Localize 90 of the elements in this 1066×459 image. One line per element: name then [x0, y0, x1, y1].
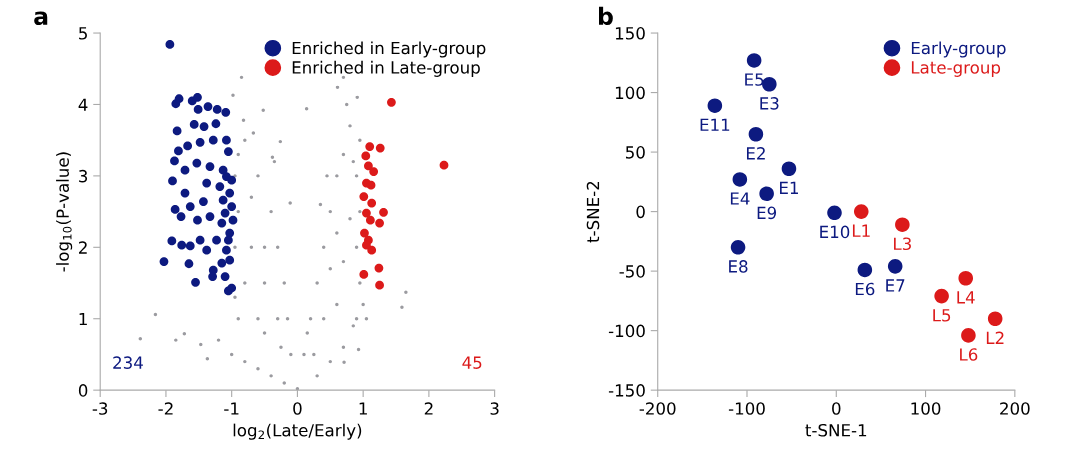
- y-tick-label: 4: [78, 98, 88, 111]
- x-tick-label: 0: [293, 402, 302, 415]
- data-label: E6: [855, 282, 875, 296]
- y-tick-label: -150: [608, 384, 645, 397]
- point: [961, 328, 976, 343]
- point: [748, 126, 764, 142]
- x-tick-label: 100: [911, 402, 941, 415]
- point: [367, 198, 377, 208]
- data-label: E9: [757, 206, 777, 220]
- y-tick-label: 100: [615, 86, 645, 100]
- data-label: E10: [820, 225, 850, 239]
- x-tick-label: 1: [359, 402, 367, 415]
- x-tick-label: -200: [639, 402, 676, 415]
- data-label: L1: [852, 224, 870, 237]
- y-tick-label: 0: [636, 205, 645, 219]
- point: [366, 180, 376, 190]
- point: [362, 208, 371, 218]
- x-axis-title: log$_{2}$(Late/Early): [233, 423, 362, 440]
- point: [361, 151, 371, 161]
- x-axis-title: t-SNE-1: [805, 423, 867, 437]
- y-tick-label: 5: [79, 27, 87, 40]
- point: [359, 270, 369, 279]
- x-tick-label: 200: [1000, 402, 1030, 415]
- y-tick-label: 1: [79, 312, 87, 326]
- legend-label: Early-group: [911, 41, 1006, 58]
- chart-title: a: [34, 11, 48, 26]
- point: [934, 288, 949, 304]
- legend-label: Late-group: [911, 61, 1001, 77]
- data-label: E11: [700, 118, 730, 131]
- y-tick-label: -50: [619, 265, 645, 278]
- x-tick-label: 3: [490, 402, 499, 415]
- point: [762, 76, 777, 92]
- x-tick-label: -100: [728, 402, 765, 415]
- point: [369, 167, 379, 176]
- point: [375, 218, 384, 228]
- legend-label: Enriched in Late-group: [292, 60, 480, 77]
- point: [987, 311, 1003, 327]
- x-tick-label: 2: [424, 402, 433, 415]
- data-label: E3: [760, 97, 779, 110]
- annotation: 45: [462, 356, 482, 369]
- data-label: E2: [746, 147, 765, 160]
- x-tick-label: -3: [92, 402, 108, 415]
- point: [958, 270, 974, 286]
- point: [360, 228, 369, 238]
- point: [359, 192, 369, 201]
- point: [375, 280, 384, 290]
- point: [362, 240, 371, 250]
- x-tick-label: -2: [158, 402, 173, 415]
- x-tick-label: 0: [832, 402, 841, 415]
- data-label: E8: [729, 260, 748, 273]
- y-axis-title: -log$_{10}$(P-value): [56, 152, 73, 272]
- data-label: E1: [780, 181, 798, 194]
- data-label: L2: [986, 331, 1004, 344]
- point: [853, 204, 869, 219]
- data-label: L5: [933, 309, 951, 322]
- data-label: E5: [745, 73, 764, 86]
- point: [439, 160, 449, 170]
- point: [857, 262, 873, 278]
- point: [827, 205, 842, 221]
- point: [374, 263, 384, 273]
- point: [732, 172, 748, 187]
- chart-title: b: [599, 6, 613, 26]
- point: [781, 161, 797, 177]
- point: [365, 215, 375, 225]
- point: [375, 143, 385, 153]
- legend-label: Enriched in Early-group: [292, 41, 486, 58]
- point: [707, 98, 723, 113]
- y-tick-label: 0: [78, 384, 88, 397]
- data-label: L6: [960, 348, 978, 361]
- data-label: L4: [957, 291, 975, 304]
- point: [759, 186, 774, 202]
- y-tick-label: 150: [615, 27, 645, 40]
- point: [746, 53, 762, 68]
- x-tick-label: -1: [224, 402, 239, 415]
- point: [887, 259, 903, 274]
- data-label: E4: [730, 192, 750, 205]
- data-label: L3: [894, 237, 911, 251]
- point: [895, 217, 910, 232]
- y-tick-label: 3: [79, 169, 88, 183]
- y-tick-label: 2: [79, 241, 87, 254]
- point: [364, 161, 373, 171]
- data-label: E7: [886, 279, 905, 292]
- point: [379, 207, 388, 217]
- y-tick-label: -100: [608, 324, 645, 338]
- point: [730, 240, 746, 255]
- point: [365, 142, 375, 151]
- annotation: 234: [113, 356, 143, 369]
- y-tick-label: 50: [625, 146, 645, 159]
- point: [387, 97, 396, 107]
- y-axis-title: t-SNE-2: [586, 181, 600, 243]
